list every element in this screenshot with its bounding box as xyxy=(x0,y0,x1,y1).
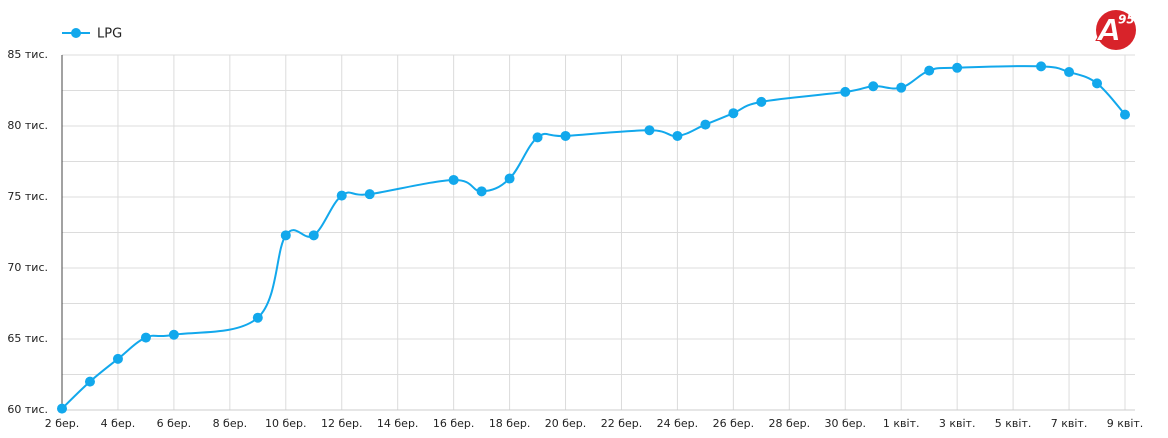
data-point xyxy=(1120,109,1130,120)
data-point xyxy=(952,62,963,73)
y-tick-label: 65 тис. xyxy=(7,332,48,345)
x-tick-label: 7 квіт. xyxy=(1051,417,1088,430)
logo-letter: A xyxy=(1096,14,1121,49)
y-tick-label: 70 тис. xyxy=(7,261,48,274)
x-tick-label: 10 бер. xyxy=(265,417,307,430)
data-point xyxy=(672,130,683,141)
x-tick-label: 18 бер. xyxy=(489,417,531,430)
x-tick-label: 26 бер. xyxy=(713,417,755,430)
data-point xyxy=(1064,67,1075,78)
x-tick-label: 6 бер. xyxy=(157,417,192,430)
data-point xyxy=(1036,61,1047,72)
x-tick-label: 1 квіт. xyxy=(883,417,920,430)
data-point xyxy=(728,108,739,119)
x-tick-label: 14 бер. xyxy=(377,417,419,430)
x-tick-label: 24 бер. xyxy=(657,417,699,430)
x-tick-label: 4 бер. xyxy=(101,417,136,430)
x-tick-label: 20 бер. xyxy=(545,417,587,430)
data-point xyxy=(252,312,263,323)
data-point xyxy=(168,329,179,340)
logo-badge xyxy=(1096,10,1136,50)
data-point xyxy=(756,96,767,107)
x-tick-label: 22 бер. xyxy=(601,417,643,430)
data-point xyxy=(476,186,487,197)
x-tick-label: 28 бер. xyxy=(769,417,811,430)
data-point xyxy=(504,173,515,184)
x-tick-label: 9 квіт. xyxy=(1107,417,1144,430)
data-point xyxy=(336,190,347,201)
y-tick-label: 85 тис. xyxy=(7,48,48,61)
y-tick-label: 80 тис. xyxy=(7,119,48,132)
data-point xyxy=(57,403,67,414)
data-point xyxy=(364,189,375,200)
data-point xyxy=(868,81,879,92)
data-point xyxy=(448,174,459,185)
data-point xyxy=(308,230,319,241)
data-point xyxy=(280,230,291,241)
data-point xyxy=(896,82,907,93)
x-tick-label: 2 бер. xyxy=(45,417,80,430)
data-point xyxy=(532,132,543,143)
data-point xyxy=(924,65,935,76)
x-tick-label: 8 бер. xyxy=(213,417,248,430)
legend-marker xyxy=(71,28,81,38)
x-tick-label: 30 бер. xyxy=(824,417,866,430)
data-point xyxy=(112,353,123,364)
y-tick-label: 60 тис. xyxy=(7,403,48,416)
data-point xyxy=(700,119,711,130)
data-point xyxy=(840,86,851,97)
y-tick-label: 75 тис. xyxy=(7,190,48,203)
x-tick-label: 3 квіт. xyxy=(939,417,976,430)
data-point xyxy=(1092,78,1103,89)
data-point xyxy=(140,332,151,343)
logo-number: 95 xyxy=(1118,13,1135,27)
x-tick-label: 5 квіт. xyxy=(995,417,1032,430)
x-tick-label: 16 бер. xyxy=(433,417,475,430)
x-tick-label: 12 бер. xyxy=(321,417,363,430)
data-point xyxy=(84,376,95,387)
data-point xyxy=(560,130,571,141)
series-line xyxy=(61,65,1126,410)
data-point xyxy=(644,125,655,136)
logo: A 95 xyxy=(1096,10,1136,50)
legend: LPG xyxy=(62,27,122,42)
grid xyxy=(61,54,1135,411)
legend-label: LPG xyxy=(97,27,122,42)
